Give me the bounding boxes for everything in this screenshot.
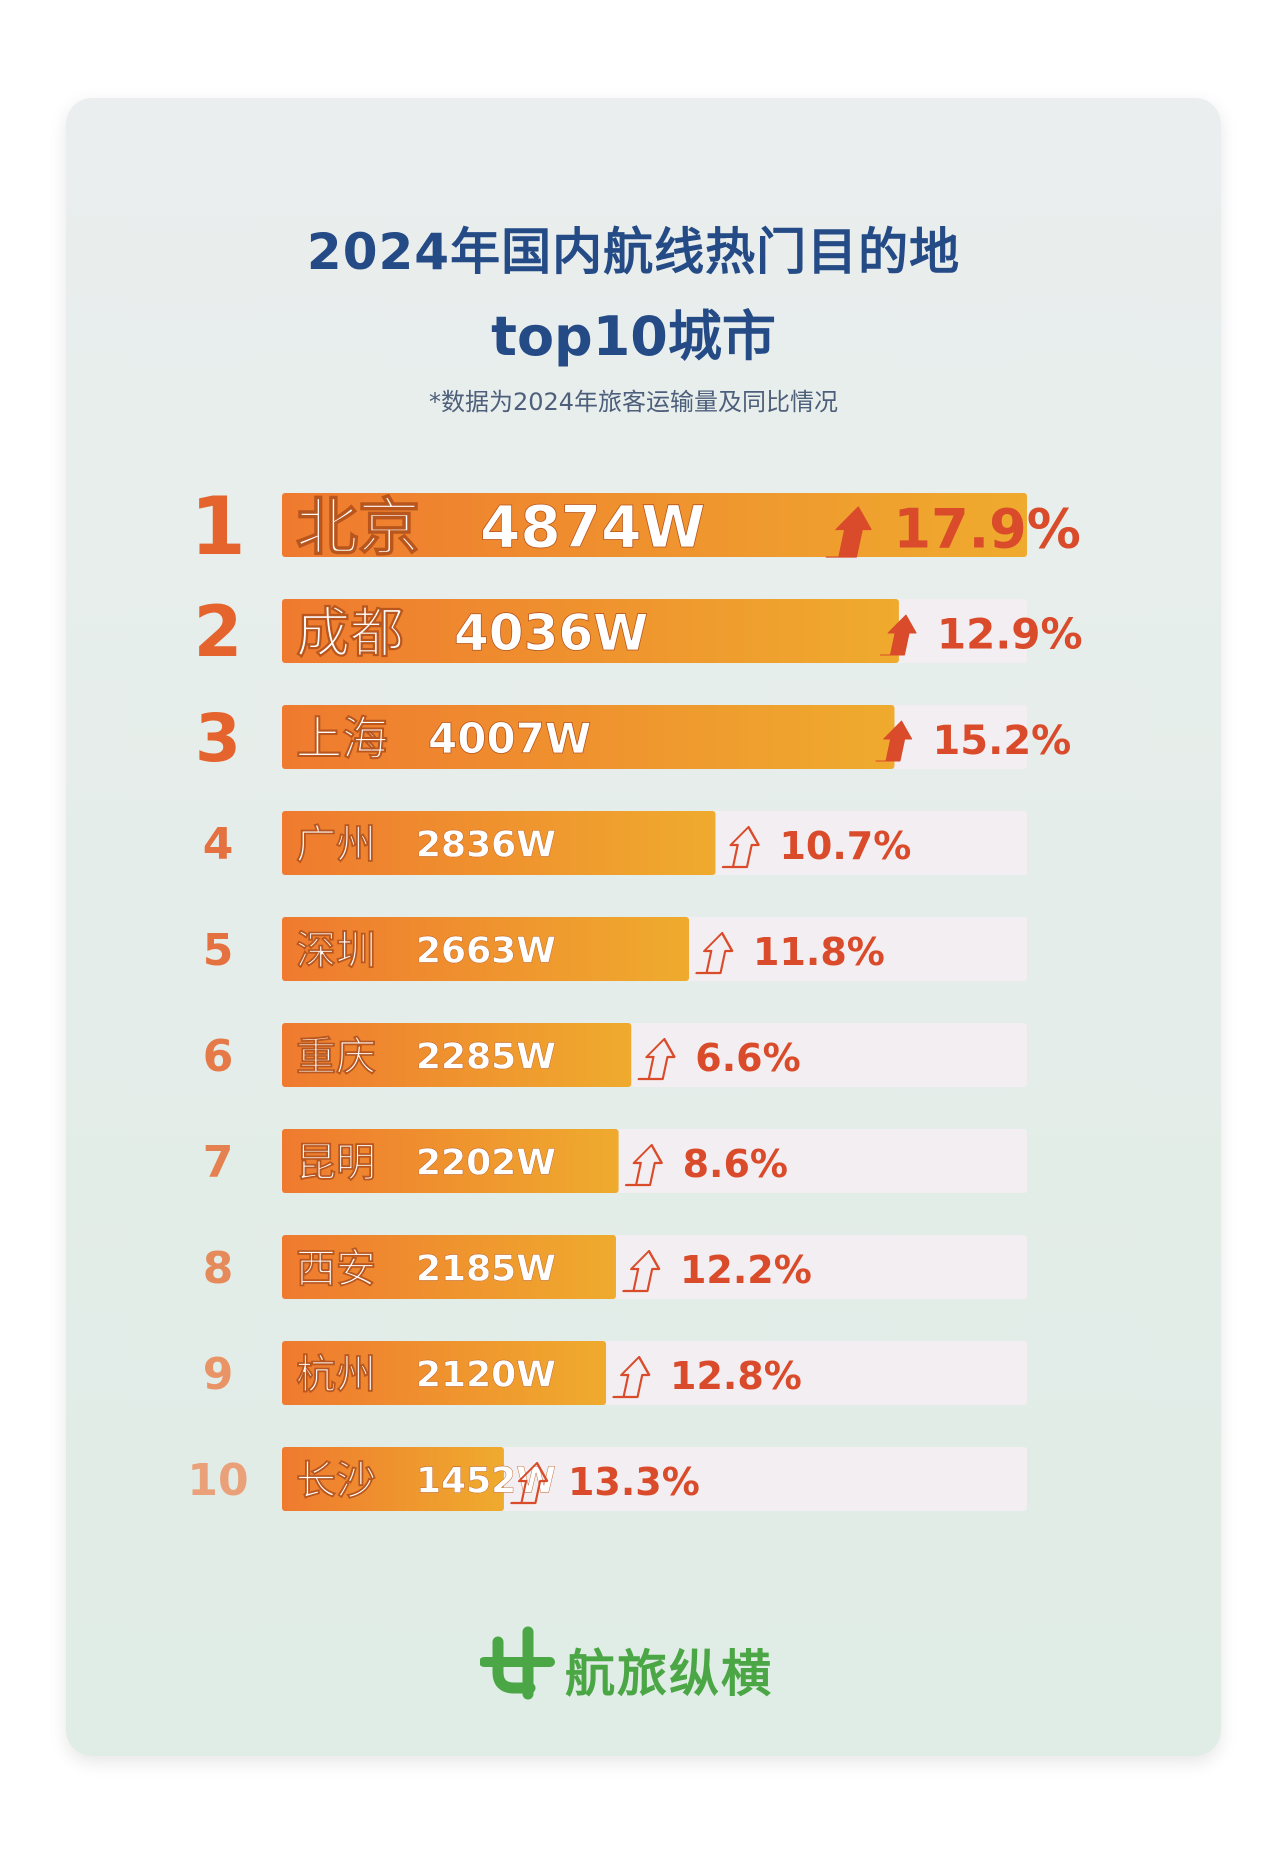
- growth-arrow-icon: [622, 1249, 661, 1293]
- data-note: *数据为2024年旅客运输量及同比情况: [428, 388, 839, 416]
- growth-label: 13.3%: [568, 1460, 700, 1504]
- city-label: 昆明: [296, 1140, 376, 1186]
- rank-label: 1: [190, 480, 246, 573]
- bar: [282, 1129, 619, 1193]
- value-label: 2663W: [416, 931, 556, 972]
- growth-arrow-icon: [825, 506, 872, 558]
- growth-label: 12.8%: [670, 1354, 802, 1398]
- value-label: 2120W: [416, 1355, 556, 1396]
- rank-label: 5: [203, 925, 234, 976]
- city-label: 成都: [296, 602, 404, 665]
- growth-arrow-icon: [721, 825, 760, 869]
- chart-subtitle: top10城市: [491, 305, 776, 368]
- brand-name: 航旅纵横: [565, 1645, 773, 1703]
- city-label: 深圳: [296, 928, 376, 974]
- growth-label: 8.6%: [683, 1142, 788, 1186]
- city-label: 广州: [296, 822, 376, 868]
- growth-arrow-icon: [637, 1037, 676, 1081]
- bar: [282, 917, 690, 981]
- bar: [282, 493, 1027, 557]
- growth-arrow-icon: [510, 1461, 549, 1505]
- rank-label: 2: [194, 591, 243, 673]
- value-label: 1452W: [416, 1461, 556, 1502]
- chart-title: 2024年国内航线热门目的地: [306, 223, 961, 281]
- growth-arrow-icon: [875, 720, 913, 762]
- bar: [282, 1235, 616, 1299]
- bar: [282, 1341, 607, 1405]
- value-label: 4007W: [428, 714, 591, 763]
- growth-label: 12.9%: [937, 610, 1083, 659]
- rank-label: 8: [203, 1243, 234, 1294]
- growth-label: 17.9%: [894, 498, 1081, 561]
- bar: [282, 1447, 504, 1511]
- rank-label: 4: [203, 819, 234, 870]
- bar: [282, 1023, 632, 1087]
- value-label: 2836W: [416, 825, 556, 866]
- value-label: 4036W: [454, 604, 648, 662]
- value-label: 2285W: [416, 1037, 556, 1078]
- value-label: 2202W: [416, 1143, 556, 1184]
- bar: [282, 811, 716, 875]
- brand-logo-icon: [480, 1626, 555, 1700]
- growth-arrow-icon: [879, 614, 917, 656]
- growth-label: 15.2%: [932, 718, 1071, 764]
- city-label: 重庆: [296, 1034, 376, 1080]
- growth-label: 12.2%: [680, 1248, 812, 1292]
- city-label: 长沙: [296, 1458, 376, 1504]
- rank-label: 3: [195, 700, 241, 777]
- growth-label: 11.8%: [753, 930, 885, 974]
- rank-label: 10: [187, 1455, 248, 1506]
- rank-label: 7: [203, 1137, 234, 1188]
- growth-arrow-icon: [624, 1143, 663, 1187]
- growth-arrow-icon: [612, 1355, 651, 1399]
- city-label: 杭州: [296, 1352, 376, 1398]
- rank-label: 6: [203, 1031, 234, 1082]
- growth-label: 6.6%: [695, 1036, 800, 1080]
- bar: [282, 705, 895, 769]
- city-label: 北京: [296, 491, 420, 564]
- bar: [282, 599, 899, 663]
- value-label: 2185W: [416, 1249, 556, 1290]
- city-label: 西安: [296, 1246, 376, 1292]
- rank-label: 9: [203, 1349, 234, 1400]
- growth-arrow-icon: [695, 931, 734, 975]
- city-label: 上海: [296, 711, 388, 765]
- growth-label: 10.7%: [779, 824, 911, 868]
- value-label: 4874W: [480, 493, 705, 561]
